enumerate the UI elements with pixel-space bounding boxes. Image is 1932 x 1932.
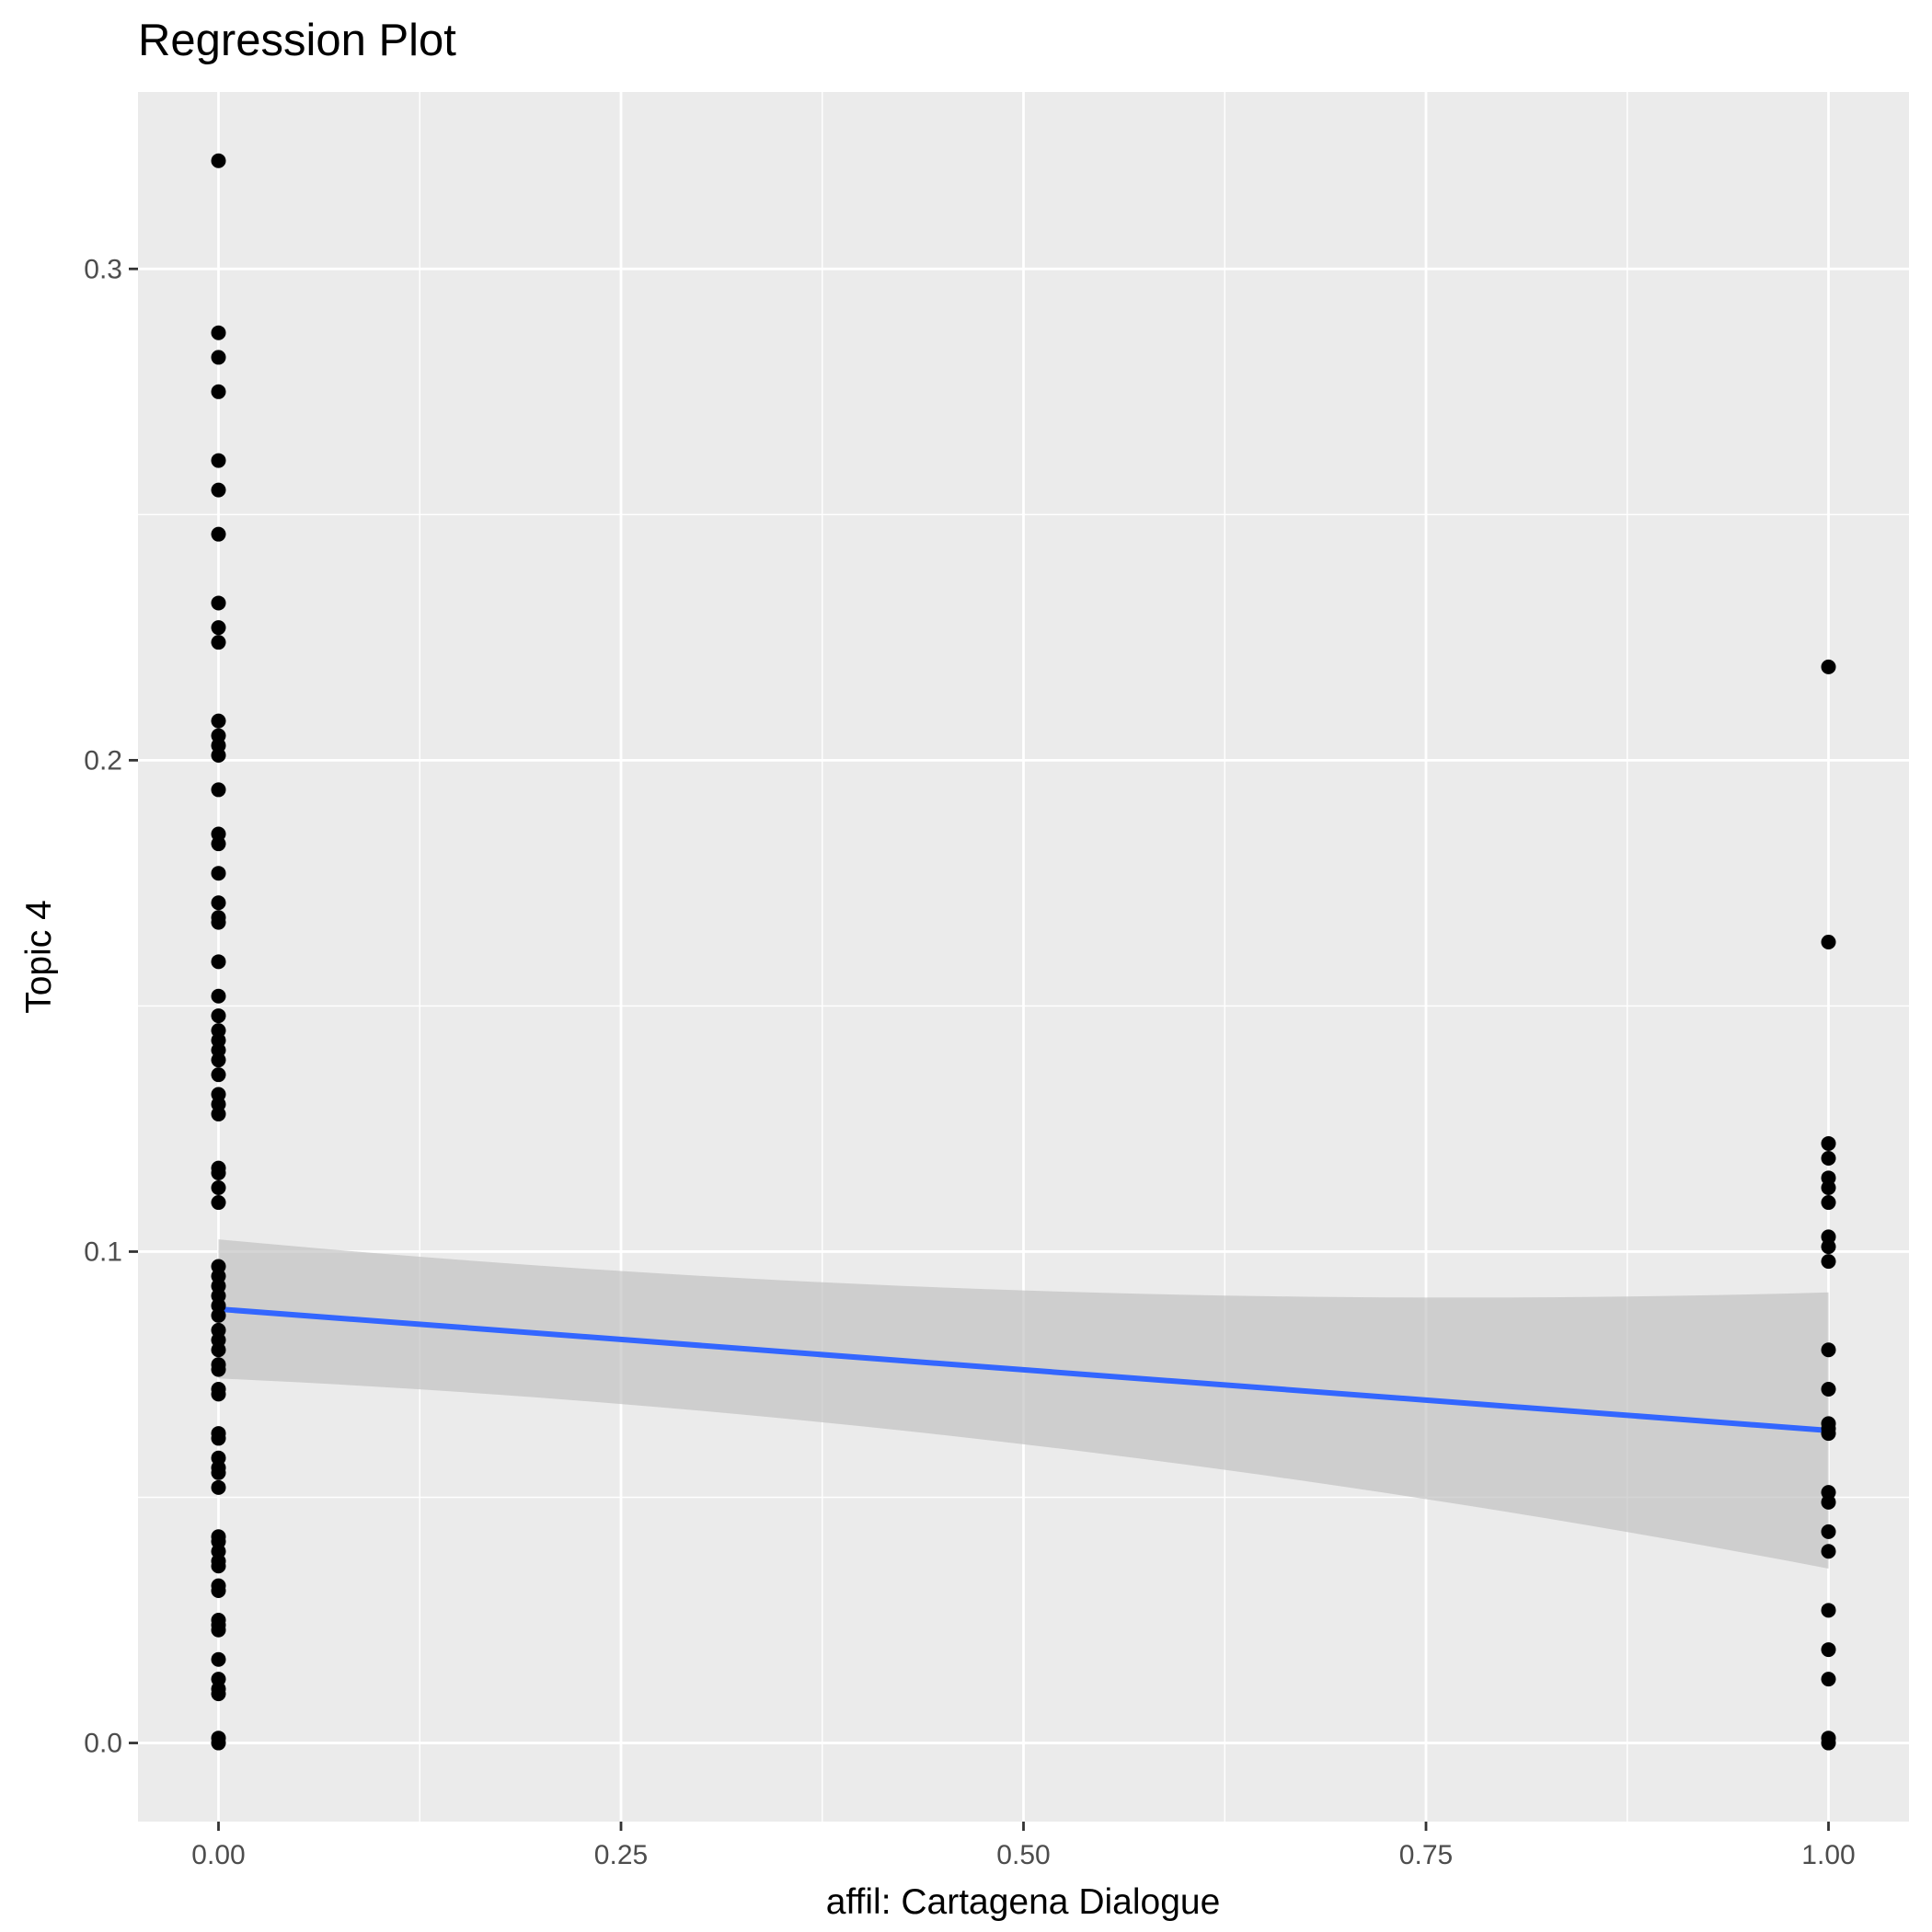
data-point — [211, 988, 226, 1004]
x-tick-label: 1.00 — [1801, 1840, 1855, 1870]
data-point — [211, 595, 226, 611]
data-point — [1821, 1239, 1836, 1255]
data-point — [1821, 934, 1836, 949]
x-tick-label: 0.25 — [594, 1840, 648, 1870]
data-point — [211, 1362, 226, 1377]
data-point — [211, 384, 226, 399]
data-point — [211, 782, 226, 798]
data-point — [1821, 659, 1836, 674]
data-point — [211, 1582, 226, 1598]
confidence-ribbon — [218, 1239, 1829, 1569]
data-point — [211, 1342, 226, 1358]
x-axis: 0.00 0.25 0.50 0.75 1.00 — [191, 1822, 1856, 1870]
data-point — [211, 1651, 226, 1667]
data-point — [211, 482, 226, 498]
data-point — [211, 1558, 226, 1574]
confidence-band — [218, 1239, 1829, 1569]
data-point — [211, 1431, 226, 1446]
data-point — [211, 350, 226, 365]
data-point — [1821, 1494, 1836, 1510]
data-point — [1821, 1254, 1836, 1270]
data-point — [211, 836, 226, 852]
data-point — [1821, 1342, 1836, 1358]
data-point — [1821, 1603, 1836, 1618]
data-point — [211, 914, 226, 930]
data-point — [1821, 1150, 1836, 1166]
data-point — [211, 1106, 226, 1121]
data-point — [211, 1386, 226, 1402]
data-point — [211, 1307, 226, 1323]
regression-line-layer — [218, 1305, 1829, 1433]
y-tick-label: 0.3 — [84, 254, 122, 284]
major-grid — [138, 92, 1909, 1822]
data-point — [211, 1465, 226, 1480]
data-point — [1821, 1195, 1836, 1211]
data-point — [211, 1735, 226, 1751]
data-point — [211, 1008, 226, 1024]
y-tick-label: 0.0 — [84, 1729, 122, 1759]
data-point — [211, 1067, 226, 1083]
x-axis-title: affil: Cartagena Dialogue — [826, 1882, 1221, 1922]
data-point — [1821, 1672, 1836, 1687]
x-tick-label: 0.50 — [996, 1840, 1050, 1870]
data-point — [211, 895, 226, 911]
data-point — [211, 1622, 226, 1638]
data-point — [1821, 1426, 1836, 1442]
data-point — [1821, 1642, 1836, 1658]
data-point — [1821, 1544, 1836, 1559]
x-tick-label: 0.75 — [1399, 1840, 1453, 1870]
data-point — [211, 1052, 226, 1068]
data-point — [211, 1479, 226, 1495]
y-axis-title: Topic 4 — [19, 900, 59, 1014]
y-axis: 0.0 0.1 0.2 0.3 — [84, 254, 138, 1759]
data-point — [211, 1195, 226, 1211]
data-point — [211, 635, 226, 650]
data-point — [211, 748, 226, 764]
y-tick-label: 0.2 — [84, 745, 122, 776]
y-tick-label: 0.1 — [84, 1236, 122, 1267]
data-point — [211, 526, 226, 542]
data-point — [1821, 1382, 1836, 1397]
data-point — [1821, 1180, 1836, 1196]
data-point — [1821, 1735, 1836, 1751]
regression-line — [218, 1305, 1829, 1433]
data-point — [1821, 1135, 1836, 1151]
x-tick-label: 0.00 — [191, 1840, 245, 1870]
data-point — [211, 620, 226, 636]
data-point — [211, 453, 226, 468]
data-point — [211, 153, 226, 168]
data-points — [211, 153, 1836, 1751]
data-point — [211, 1166, 226, 1180]
data-point — [211, 1686, 226, 1702]
data-point — [1821, 1524, 1836, 1539]
data-point — [211, 325, 226, 340]
data-point — [211, 1180, 226, 1196]
data-point — [211, 713, 226, 729]
data-point — [211, 866, 226, 881]
data-point — [211, 954, 226, 970]
chart-title: Regression Plot — [138, 16, 456, 65]
